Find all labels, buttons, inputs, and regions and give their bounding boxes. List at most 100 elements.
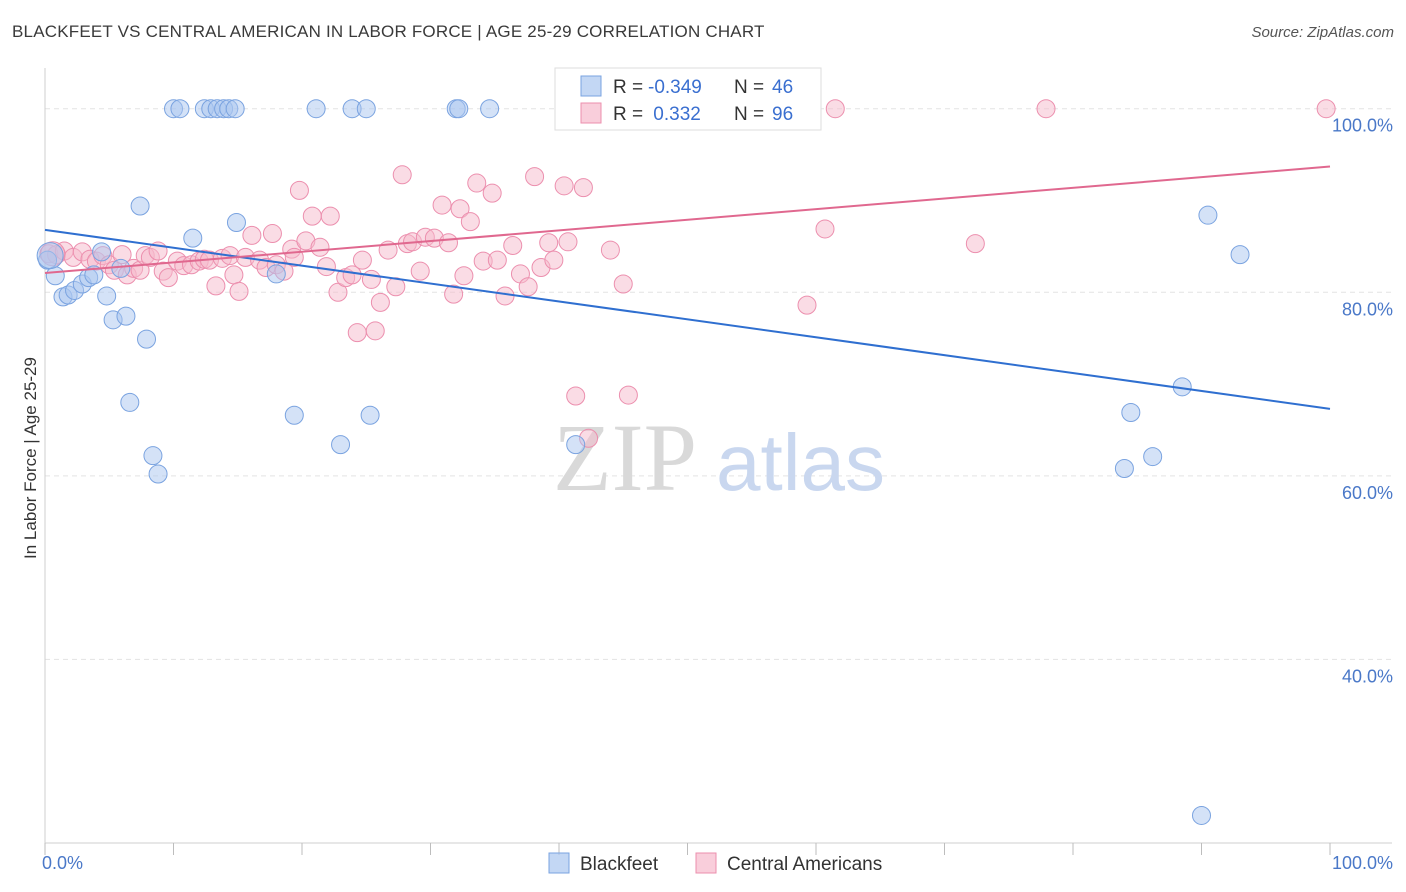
central-americans-point: [310, 237, 330, 257]
central-americans-point: [797, 295, 817, 315]
central-americans-point: [815, 219, 835, 239]
legend-n-label: N =: [734, 104, 764, 125]
central-americans-point: [618, 385, 638, 405]
central-americans-point: [206, 276, 226, 296]
central-americans-point: [361, 269, 381, 289]
central-americans-point: [316, 257, 336, 277]
central-americans-point: [600, 240, 620, 260]
central-americans-point: [613, 274, 633, 294]
legend-n-value: 96: [772, 104, 793, 125]
y-tick-label: 100.0%: [1332, 116, 1393, 136]
blackfeet-series: [36, 99, 1250, 825]
central-americans-point: [460, 212, 480, 232]
central-americans-point: [467, 173, 487, 193]
central-americans-point: [518, 277, 538, 297]
axes: [44, 68, 1392, 855]
blackfeet-point: [226, 213, 246, 233]
central-americans-point: [158, 268, 178, 288]
trend-lines: [44, 165, 1331, 410]
y-tick-labels: 40.0% 60.0% 80.0% 100.0%: [1332, 116, 1393, 687]
legend-r-value: -0.349: [648, 77, 702, 98]
source-label: Source: ZipAtlas.com: [1251, 24, 1394, 41]
central-americans-point: [432, 195, 452, 215]
central-americans-point: [525, 167, 545, 187]
legend-n-label: N =: [734, 77, 764, 98]
central-americans-point: [352, 250, 372, 270]
central-americans-point: [566, 386, 586, 406]
x-tick-labels: 0.0% 100.0%: [42, 853, 1393, 873]
central-americans-point: [410, 261, 430, 281]
watermark-atlas-text: atlas: [716, 418, 885, 507]
blackfeet-point: [1143, 447, 1163, 467]
central-americans-point: [438, 233, 458, 253]
blackfeet-point: [1114, 459, 1134, 479]
central-americans-point: [965, 234, 985, 254]
bottom-legend-swatch-blackfeet: [548, 852, 570, 874]
blackfeet-point: [45, 266, 65, 286]
central-americans-point: [495, 286, 515, 306]
y-tick-label: 60.0%: [1342, 483, 1393, 503]
central-americans-point: [450, 199, 470, 219]
y-axis-label: In Labor Force | Age 25-29: [21, 357, 40, 559]
blackfeet-point: [36, 242, 64, 270]
watermark-zip-text: ZIP: [553, 404, 697, 511]
blackfeet-point: [360, 405, 380, 425]
central-americans-point: [825, 99, 845, 119]
central-americans-point: [302, 206, 322, 226]
blackfeet-point: [331, 435, 351, 455]
legend-r-label: R =: [613, 77, 643, 98]
central-americans-point: [262, 224, 282, 244]
blackfeet-point: [1121, 403, 1141, 423]
x-tick-label: 0.0%: [42, 853, 83, 873]
central-americans-point: [242, 225, 262, 245]
central-americans-point: [539, 233, 559, 253]
legend-r-label: R =: [613, 104, 643, 125]
central-americans-point: [347, 323, 367, 343]
central-americans-point: [487, 250, 507, 270]
y-tick-label: 80.0%: [1342, 299, 1393, 319]
blackfeet-point: [1192, 805, 1211, 825]
bottom-legend-swatch-central-americans: [695, 852, 717, 874]
legend-n-value: 46: [772, 77, 793, 98]
central-americans-point: [573, 178, 593, 198]
bottom-legend-blackfeet: Blackfeet: [580, 854, 659, 875]
central-americans-point: [224, 265, 244, 285]
blackfeet-point: [120, 392, 140, 412]
watermark: ZIP atlas: [553, 404, 885, 511]
central-americans-point: [482, 183, 502, 203]
central-americans-point: [320, 206, 340, 226]
central-americans-point: [544, 250, 564, 270]
legend-r-value: 0.332: [648, 104, 701, 125]
blackfeet-point: [266, 264, 286, 284]
central-americans-point: [229, 281, 249, 301]
central-americans-point: [289, 180, 309, 200]
blackfeet-point: [356, 99, 376, 119]
central-americans-point: [444, 284, 464, 304]
blackfeet-point: [97, 286, 117, 306]
central-americans-point: [454, 266, 474, 286]
central-americans-point: [558, 232, 578, 252]
legend-swatch-blackfeet: [580, 75, 602, 97]
central-americans-series: [39, 99, 1336, 448]
blackfeet-point: [449, 99, 469, 119]
central-americans-point: [370, 292, 390, 312]
blackfeet-point: [148, 464, 168, 484]
blackfeet-point: [130, 196, 150, 216]
blackfeet-point: [170, 99, 190, 119]
blackfeet-point: [143, 446, 163, 466]
blackfeet-point: [92, 242, 112, 262]
blackfeet-point: [284, 405, 304, 425]
legend-box: R = -0.349 N = 46 R = 0.332 N = 96: [554, 67, 822, 131]
central-americans-trend-line: [44, 165, 1331, 275]
central-americans-point: [365, 321, 385, 341]
blackfeet-point: [1230, 245, 1250, 265]
central-americans-point: [554, 176, 574, 196]
central-americans-point: [503, 235, 523, 255]
blackfeet-point: [225, 99, 245, 119]
blackfeet-point: [111, 258, 131, 278]
blackfeet-point: [306, 99, 326, 119]
central-americans-point: [1316, 99, 1336, 119]
blackfeet-point: [183, 228, 203, 248]
legend-swatch-central-americans: [580, 102, 602, 124]
